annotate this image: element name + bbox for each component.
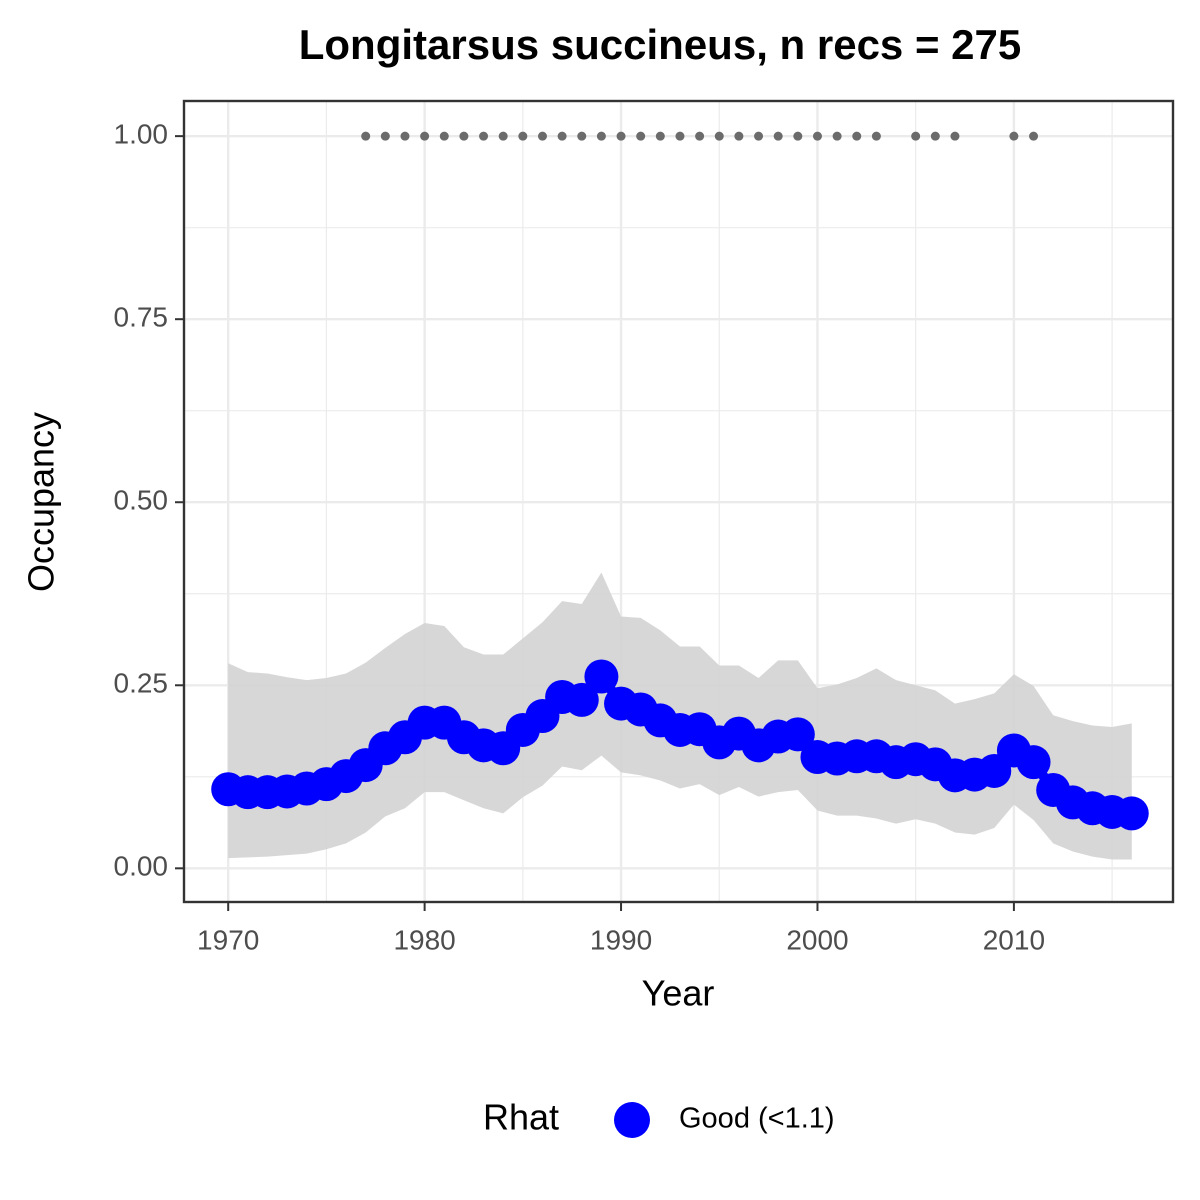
series-point <box>564 682 599 717</box>
record-point <box>439 131 449 141</box>
x-tick-label: 1970 <box>197 924 259 955</box>
record-point <box>1009 131 1019 141</box>
x-tick-label: 2000 <box>786 924 848 955</box>
record-point <box>675 131 685 141</box>
record-point <box>871 131 881 141</box>
record-point <box>852 131 862 141</box>
record-point <box>498 131 508 141</box>
record-point <box>420 131 430 141</box>
record-point <box>754 131 764 141</box>
record-point <box>773 131 783 141</box>
record-point <box>832 131 842 141</box>
record-point <box>950 131 960 141</box>
series-point <box>1016 745 1051 780</box>
record-point <box>361 131 371 141</box>
record-point <box>380 131 390 141</box>
series-point <box>1114 796 1149 831</box>
record-point <box>911 131 921 141</box>
y-tick-label: 0.00 <box>114 851 169 882</box>
legend-label: Good (<1.1) <box>679 1103 835 1135</box>
record-point <box>616 131 626 141</box>
y-tick-label: 0.25 <box>114 668 169 699</box>
x-tick-label: 1990 <box>590 924 652 955</box>
series-point <box>584 659 619 694</box>
record-point <box>596 131 606 141</box>
record-point <box>479 131 489 141</box>
record-point <box>577 131 587 141</box>
y-tick-label: 1.00 <box>114 119 169 150</box>
record-point <box>793 131 803 141</box>
record-point <box>518 131 528 141</box>
legend-title: Rhat <box>483 1097 559 1138</box>
x-tick-label: 2010 <box>983 924 1045 955</box>
record-point <box>459 131 469 141</box>
record-point <box>930 131 940 141</box>
record-point <box>557 131 567 141</box>
record-point <box>734 131 744 141</box>
record-point <box>695 131 705 141</box>
record-point <box>537 131 547 141</box>
y-axis-label: Occupancy <box>21 412 62 592</box>
chart-title: Longitarsus succineus, n recs = 275 <box>299 21 1021 68</box>
legend-swatch <box>614 1102 650 1138</box>
record-point <box>812 131 822 141</box>
record-point <box>714 131 724 141</box>
record-point <box>636 131 646 141</box>
series-point <box>780 717 815 752</box>
x-axis-label: Year <box>642 973 715 1014</box>
record-point <box>400 131 410 141</box>
panel-border <box>182 99 1175 904</box>
x-tick-label: 1980 <box>393 924 455 955</box>
record-point <box>655 131 665 141</box>
record-point <box>1029 131 1039 141</box>
y-tick-label: 0.75 <box>114 302 169 333</box>
y-tick-label: 0.50 <box>114 485 169 516</box>
